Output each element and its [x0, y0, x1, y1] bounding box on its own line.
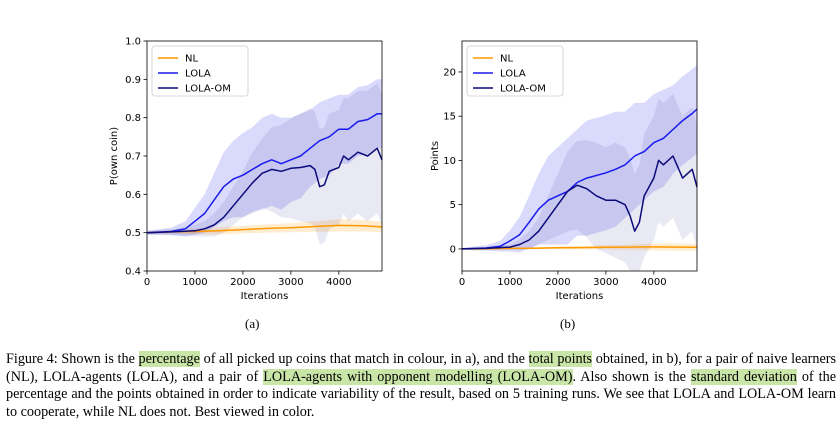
caption-highlight: standard deviation	[690, 368, 797, 385]
x-tick-label: 1000	[497, 277, 522, 288]
y-tick-label: 0.5	[125, 228, 141, 239]
chart-panel-b: 0 5 10 15 20 0 1000 2000 3000 4000 Iterations Point…	[430, 40, 698, 302]
x-tick-label: 2000	[230, 277, 255, 288]
std-band-lola	[462, 64, 697, 253]
caption-highlight: LOLA-agents with opponent modelling (LOL…	[263, 368, 573, 385]
figure-caption: Figure 4: Shown is the percentage of all…	[6, 351, 836, 421]
legend-entry: LOLA-OM	[185, 84, 231, 95]
legend-entry: NL	[185, 54, 198, 65]
series-line-nl	[462, 246, 698, 250]
std-band-lola	[147, 79, 382, 237]
legend-entry: LOLA-OM	[500, 84, 546, 95]
y-tick-label: 0.8	[125, 113, 141, 124]
caption-text: Figure 4: Shown is the	[6, 351, 139, 367]
x-tick-label: 3000	[278, 277, 303, 288]
legend-entry: LOLA	[185, 69, 211, 80]
y-axis-label: Points	[430, 141, 441, 171]
y-tick-label: 20	[443, 67, 456, 78]
y-tick-label: 0.6	[125, 190, 141, 201]
std-band-lola-om	[147, 83, 382, 245]
chart-panel-a: 0.4 0.5 0.6 0.7 0.8 0.9 1.0 0 1000 2000 3000 4000 It…	[109, 37, 383, 302]
y-tick-label: 0	[450, 244, 456, 255]
y-axis-label: P(own coin)	[109, 127, 120, 185]
subfigure-label-a: (a)	[245, 316, 260, 331]
x-tick-label: 4000	[326, 277, 351, 288]
caption-text: of the percentage and the points obtaine…	[6, 368, 836, 420]
caption-text: . Also shown is the	[572, 368, 691, 385]
y-tick-label: 1.0	[125, 37, 141, 48]
series-line-lola	[146, 113, 382, 234]
figure-4: 0.40.50.60.70.80.91.00 1000 2000 3000 4000It…	[109, 37, 698, 302]
x-tick-label: 3000	[593, 277, 618, 288]
series-line-lola	[461, 108, 698, 250]
y-tick-label: 0.9	[125, 75, 141, 86]
series-line-lola-om	[461, 155, 698, 250]
caption-text: obtained, in b), for a pair of naive lea…	[6, 351, 836, 385]
x-axis-label: Iterations	[556, 291, 604, 302]
y-tick-label: 15	[443, 112, 456, 123]
x-tick-label: 2000	[545, 277, 570, 288]
legend-entry: LOLA	[500, 69, 526, 80]
y-tick-label: 10	[443, 156, 456, 167]
y-tick-label: 0.7	[125, 152, 141, 163]
std-band-lola-om	[462, 94, 697, 271]
plot-frame	[461, 40, 698, 272]
y-tick-label: 5	[450, 200, 456, 211]
x-tick-label: 0	[459, 277, 465, 288]
y-tick-label: 0.4	[125, 267, 141, 278]
x-axis-label: Iterations	[241, 291, 289, 302]
caption-highlight: total points	[528, 351, 593, 367]
legend-entry: NL	[500, 54, 513, 65]
series-line-lola-om	[146, 147, 383, 234]
caption-highlight: percentage	[138, 351, 200, 367]
x-tick-label: 4000	[641, 277, 666, 288]
caption-text: of all picked up coins that match in col…	[199, 351, 529, 367]
subfigure-label-b: (b)	[560, 316, 576, 331]
x-tick-label: 0	[144, 277, 150, 288]
x-tick-label: 1000	[182, 277, 207, 288]
